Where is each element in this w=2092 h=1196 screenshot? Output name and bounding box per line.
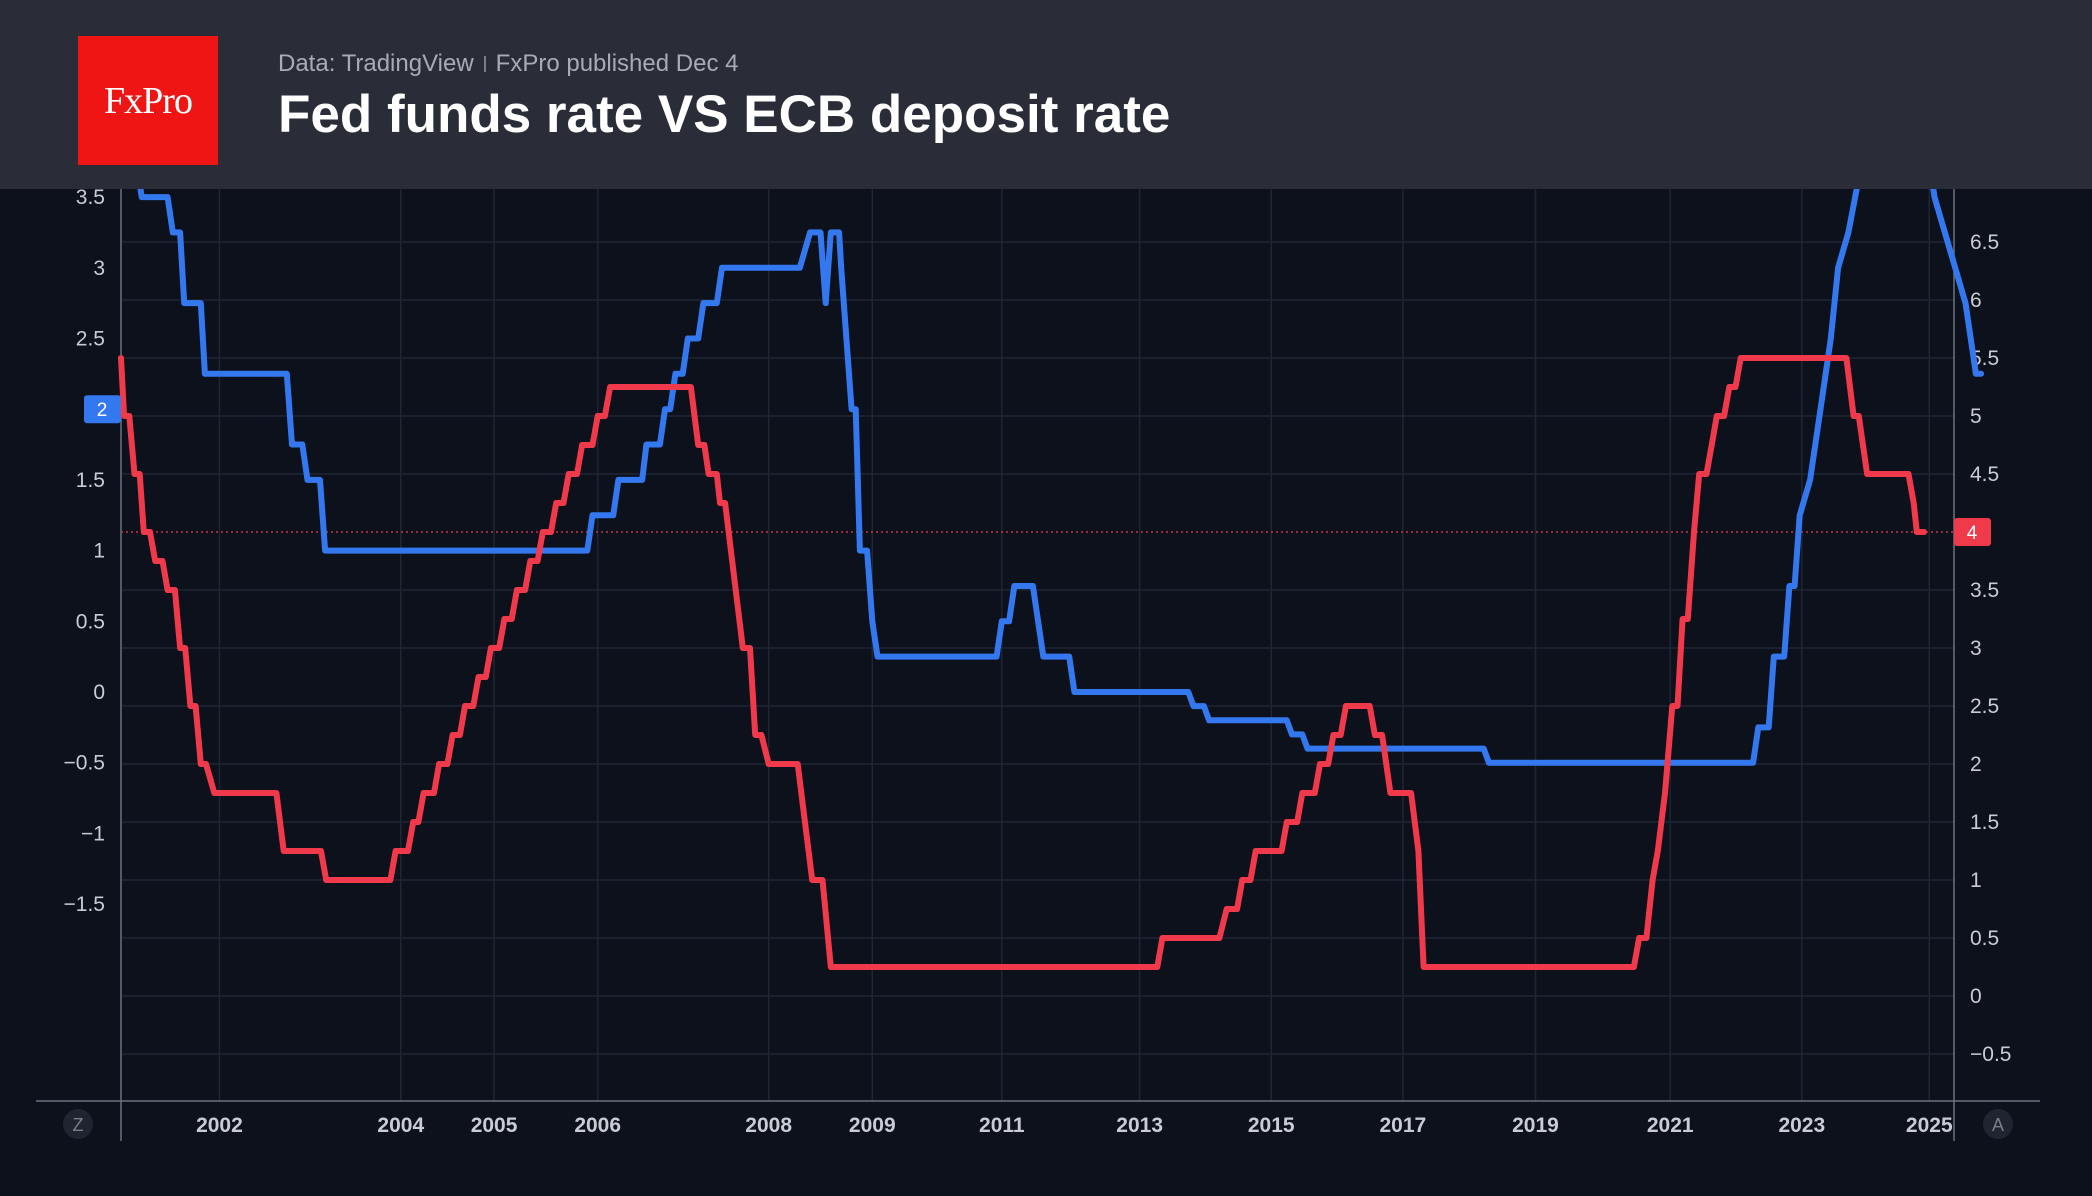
right-tick-label: 2.5 xyxy=(1970,695,1999,718)
left-tick-label: −1.5 xyxy=(64,893,105,916)
x-tick-label: 2013 xyxy=(1116,1114,1163,1137)
left-tick-label: 2.5 xyxy=(76,328,105,351)
auto-scale-button-label: A xyxy=(1992,1115,2004,1135)
right-tick-label: 1.5 xyxy=(1970,811,1999,834)
right-tick-label: 6 xyxy=(1970,289,1982,312)
left-tick-label: 1 xyxy=(93,540,105,563)
right-tick-label: 3.5 xyxy=(1970,579,1999,602)
left-tick-label: 0 xyxy=(93,681,105,704)
separator xyxy=(483,56,486,72)
left-tick-label: 3 xyxy=(93,257,105,280)
chart-title: Fed funds rate VS ECB deposit rate xyxy=(278,85,1171,144)
value-badges: 24 xyxy=(84,395,1991,546)
x-tick-label: 2009 xyxy=(849,1114,896,1137)
x-tick-label: 2002 xyxy=(196,1114,243,1137)
left-tick-label: 1.5 xyxy=(76,469,105,492)
right-tick-label: 1 xyxy=(1970,869,1982,892)
right-tick-label: 0.5 xyxy=(1970,927,1999,950)
right-tick-label: 5 xyxy=(1970,405,1982,428)
x-tick-label: 2017 xyxy=(1379,1114,1426,1137)
chart-header: FxPro Data: TradingView FxPro published … xyxy=(0,0,2092,189)
left-tick-label: 3.5 xyxy=(76,189,105,209)
data-source: Data: TradingView xyxy=(278,50,474,77)
fxpro-logo: FxPro xyxy=(78,36,218,165)
x-tick-label: 2008 xyxy=(745,1114,792,1137)
fed-funds-rate-line xyxy=(118,355,1928,970)
zoom-button[interactable] xyxy=(63,1109,93,1139)
right-tick-label: 3 xyxy=(1970,637,1982,660)
ecb-deposit-rate-line xyxy=(137,189,1985,766)
left-current-badge-label: 2 xyxy=(97,400,108,421)
logo-text: FxPro xyxy=(104,79,193,122)
right-current-badge-label: 4 xyxy=(1967,523,1978,544)
right-tick-label: 0 xyxy=(1970,985,1982,1008)
x-tick-label: 2019 xyxy=(1512,1114,1559,1137)
auto-scale-button[interactable] xyxy=(1983,1109,2013,1139)
grid-lines xyxy=(121,189,1954,1102)
series-lines xyxy=(118,189,1985,970)
right-tick-label: 2 xyxy=(1970,753,1982,776)
source-line: Data: TradingView FxPro published Dec 4 xyxy=(278,50,738,78)
right-tick-label: 6.5 xyxy=(1970,231,1999,254)
published-date: FxPro published Dec 4 xyxy=(495,50,739,77)
x-tick-label: 2006 xyxy=(574,1114,621,1137)
left-tick-label: −0.5 xyxy=(64,752,105,775)
x-tick-label: 2011 xyxy=(979,1114,1025,1137)
time-axis: 2002 2004 2005 2006 2008 2009 2011 2013 2015 2017… xyxy=(196,1114,1953,1137)
zoom-button-label: Z xyxy=(73,1115,84,1135)
x-tick-label: 2005 xyxy=(471,1114,518,1137)
axis-frame xyxy=(36,189,2040,1141)
x-tick-label: 2021 xyxy=(1647,1114,1694,1137)
right-axis: −0.500.511.522.533.54.555.566.5 xyxy=(1970,231,2011,1066)
right-tick-label: −0.5 xyxy=(1970,1043,2011,1066)
left-current-badge xyxy=(84,395,121,424)
x-tick-label: 2025 xyxy=(1906,1114,1953,1137)
left-tick-label: −1 xyxy=(81,822,105,845)
x-tick-label: 2004 xyxy=(377,1114,424,1137)
right-tick-label: 4.5 xyxy=(1970,463,1999,486)
left-tick-label: 0.5 xyxy=(76,610,105,633)
left-axis: −1.5−1−0.500.511.52.533.544.5 xyxy=(64,189,105,916)
x-tick-label: 2023 xyxy=(1778,1114,1825,1137)
x-tick-label: 2015 xyxy=(1248,1114,1295,1137)
right-current-badge xyxy=(1954,518,1991,546)
rate-chart: −1.5 −1 −0.5 0 0.5 1 1.5 2.5 3 3.5 4 4.5 −0.5 0 0.5 1 1… xyxy=(36,189,2040,1141)
